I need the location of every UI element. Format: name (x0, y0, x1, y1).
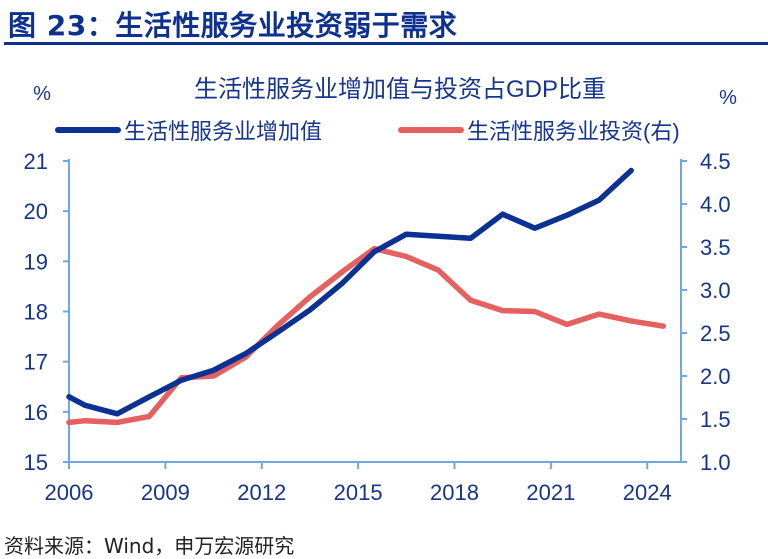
x-tick-label: 2021 (526, 480, 575, 505)
legend: 生活性服务业增加值 生活性服务业投资(右) (58, 119, 680, 144)
legend-label-investment: 生活性服务业投资(右) (467, 119, 680, 144)
series-line-investment (69, 249, 663, 423)
left-tick-label: 20 (24, 199, 48, 224)
x-tick-label: 2009 (141, 480, 190, 505)
left-tick-label: 16 (24, 400, 48, 425)
left-tick-label: 15 (24, 450, 48, 475)
left-tick-label: 21 (24, 149, 48, 174)
right-tick-label: 1.0 (700, 450, 731, 475)
series-line-value-added (69, 171, 631, 414)
right-tick-label: 2.5 (700, 321, 731, 346)
left-axis-unit: % (33, 83, 51, 105)
right-axis-unit: % (719, 87, 737, 109)
x-tick-label: 2012 (237, 480, 286, 505)
right-tick-label: 4.0 (700, 192, 731, 217)
x-tick-label: 2006 (45, 480, 94, 505)
chart-title: 生活性服务业增加值与投资占GDP比重 (194, 76, 606, 103)
right-tick-label: 2.0 (700, 364, 731, 389)
legend-label-value-added: 生活性服务业增加值 (124, 119, 322, 144)
left-tick-label: 18 (24, 300, 48, 325)
left-tick-label: 19 (24, 249, 48, 274)
source-note: 资料来源：Wind，申万宏源研究 (4, 530, 294, 559)
right-tick-label: 4.5 (700, 149, 731, 174)
x-tick-label: 2015 (334, 480, 383, 505)
x-tick-label: 2018 (430, 480, 479, 505)
right-tick-label: 3.0 (700, 278, 731, 303)
x-tick-label: 2024 (623, 480, 672, 505)
axes: 151617181920211.01.52.02.53.03.54.04.520… (24, 149, 731, 505)
right-tick-label: 3.5 (700, 235, 731, 260)
plot-lines (69, 170, 664, 422)
right-tick-label: 1.5 (700, 407, 731, 432)
left-tick-label: 17 (24, 350, 48, 375)
